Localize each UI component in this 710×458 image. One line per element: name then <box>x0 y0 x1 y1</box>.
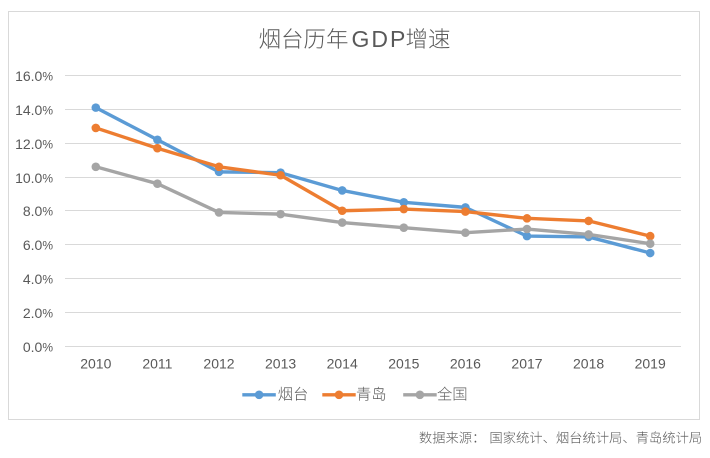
svg-text:2012: 2012 <box>203 356 234 372</box>
svg-text:GDP: GDP <box>352 26 408 52</box>
svg-text:6.0%: 6.0% <box>23 237 53 253</box>
svg-text:2.0%: 2.0% <box>23 305 53 321</box>
svg-text:16.0%: 16.0% <box>15 68 53 84</box>
svg-text:2019: 2019 <box>635 356 666 372</box>
svg-text:2018: 2018 <box>573 356 604 372</box>
svg-text:2014: 2014 <box>327 356 358 372</box>
svg-text:2017: 2017 <box>511 356 542 372</box>
svg-text:0.0%: 0.0% <box>23 339 53 355</box>
svg-text:2011: 2011 <box>142 356 172 372</box>
svg-text:2015: 2015 <box>388 356 419 372</box>
svg-text:12.0%: 12.0% <box>15 136 53 152</box>
svg-text:4.0%: 4.0% <box>23 271 53 287</box>
svg-text:10.0%: 10.0% <box>15 170 53 186</box>
svg-text:14.0%: 14.0% <box>15 102 53 118</box>
svg-text:2013: 2013 <box>265 356 296 372</box>
svg-text:2010: 2010 <box>80 356 111 372</box>
svg-text:2016: 2016 <box>450 356 481 372</box>
svg-text:8.0%: 8.0% <box>23 203 53 219</box>
